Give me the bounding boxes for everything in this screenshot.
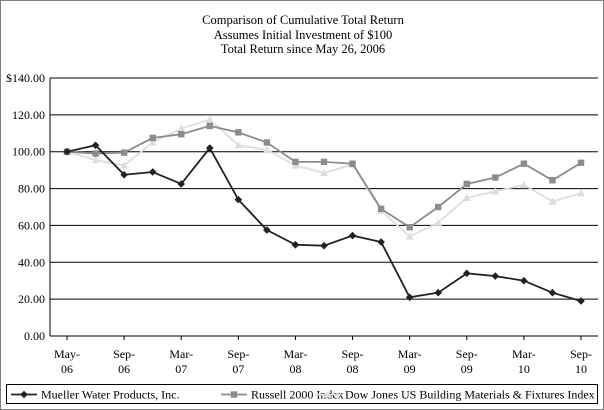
data-point [491,187,500,195]
data-point [177,180,186,188]
data-point [520,276,528,285]
series-1 [63,122,585,231]
data-point [262,145,271,154]
data-point [206,122,213,130]
data-point [434,288,443,297]
x-tick-label: Mar-08 [284,347,308,376]
series-line [66,118,582,238]
y-tick-label: $140.00 [6,71,45,85]
data-point [519,180,528,189]
data-point [148,138,157,146]
data-point [234,195,243,204]
data-point [434,218,443,226]
data-point [577,159,585,166]
data-point [149,134,156,142]
data-point [91,141,100,150]
y-tick-label: 0.00 [24,329,45,343]
legend-swatch-marker [324,390,332,398]
data-point [320,241,328,250]
data-point [292,158,299,166]
x-tick-label: Sep-07 [227,347,249,376]
legend-item: Dow Jones US Building Materials & Fixtur… [315,388,595,402]
data-point [406,224,413,231]
data-point [120,170,128,179]
data-point [291,240,300,249]
chart-legend: Mueller Water Products, Inc. Russell 2000… [6,384,598,404]
x-tick-label: Sep-08 [342,347,364,376]
data-point [577,189,585,197]
y-tick-label: 20.00 [18,292,45,306]
data-point [263,226,271,234]
legend-label: Dow Jones US Building Materials & Fixtur… [345,388,595,402]
data-point [548,197,557,205]
x-tick-label: Sep-06 [113,347,135,376]
data-point [463,180,470,188]
legend-swatch-marker [20,390,28,399]
data-point [492,174,499,181]
y-tick-label: 100.00 [12,145,45,159]
x-tick-label: Mar-09 [398,347,422,376]
data-point [405,293,414,302]
data-point [462,269,471,278]
series-line [66,124,582,229]
series-2 [63,115,585,240]
data-point [178,131,185,138]
legend-item: Mueller Water Products, Inc. [11,388,179,402]
series-line [66,144,582,302]
data-point [92,150,99,157]
data-point [491,272,500,280]
y-tick-label: 120.00 [12,108,45,122]
data-point [462,193,471,201]
data-point [320,168,328,177]
chart-title-line-3: Total Return since May 26, 2006 [220,42,386,56]
x-tick-label: May-06 [54,347,80,376]
data-point [577,297,585,305]
x-tick-label: Mar-10 [512,347,536,376]
data-point [320,158,328,166]
data-point [263,139,271,146]
data-point [234,141,243,149]
legend-swatch-marker [230,391,238,398]
data-point [205,115,214,123]
y-tick-label: 40.00 [18,255,45,269]
data-point [177,124,186,132]
data-point [291,161,300,169]
x-tick-label: Mar-07 [169,347,193,376]
data-point [377,205,385,213]
data-point [205,144,214,152]
data-point [405,232,414,240]
legend-item: Russell 2000 Index [221,388,344,402]
legend-graphic: Mueller Water Products, Inc. Russell 2000… [11,388,595,402]
chart-title: Comparison of Cumulative Total Return As… [1,13,604,57]
data-point [549,177,556,184]
x-tick-label: Sep-09 [456,347,478,376]
data-point [235,129,242,136]
data-point [520,160,528,167]
legend-label: Mueller Water Products, Inc. [41,388,179,402]
data-point [349,160,356,167]
legend-label: Russell 2000 Index [251,388,344,402]
data-point [348,231,357,240]
data-point [548,288,557,297]
data-point [91,156,100,164]
data-point [63,147,71,156]
data-point [435,203,442,211]
data-point [120,149,128,156]
y-tick-label: 60.00 [18,218,45,232]
data-point [148,168,157,176]
data-point [120,161,129,169]
x-tick-label: Sep-10 [570,347,592,376]
chart-title-line-1: Comparison of Cumulative Total Return [202,13,404,27]
data-point [377,238,385,246]
chart-title-line-2: Assumes Initial Investment of $100 [213,27,393,42]
series-0 [63,141,585,305]
y-tick-label: 80.00 [18,182,45,196]
